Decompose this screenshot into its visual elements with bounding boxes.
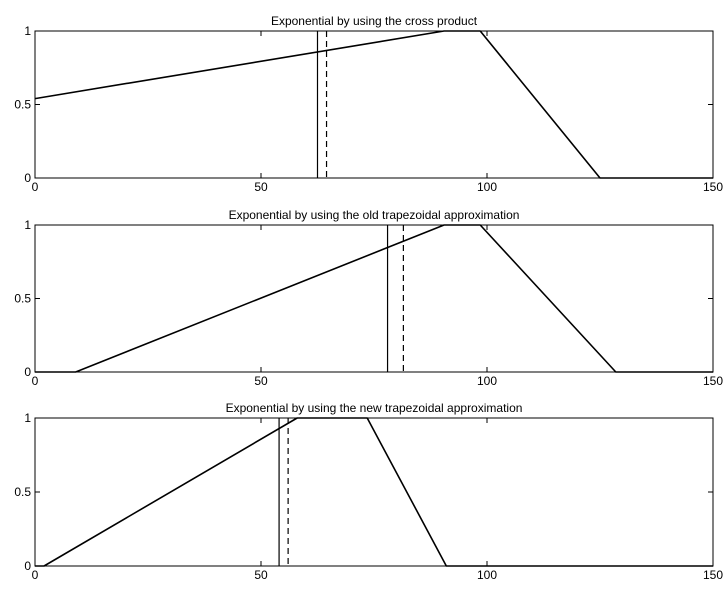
series-line	[35, 31, 713, 178]
x-tick-label: 0	[32, 180, 39, 194]
x-tick-label: 150	[703, 180, 723, 194]
chart-panel-3: Exponential by using the new trapezoidal…	[14, 401, 723, 582]
y-tick-label: 0.5	[14, 485, 31, 499]
x-tick-label: 150	[703, 568, 723, 582]
x-tick-label: 0	[32, 568, 39, 582]
y-tick-label: 0.5	[14, 292, 31, 306]
x-tick-label: 50	[254, 568, 268, 582]
y-tick-label: 0	[24, 171, 31, 185]
chart-title: Exponential by using the cross product	[271, 14, 478, 28]
x-tick-label: 100	[477, 180, 497, 194]
y-tick-label: 0.5	[14, 98, 31, 112]
x-tick-label: 0	[32, 374, 39, 388]
series-line	[35, 418, 713, 566]
y-tick-label: 1	[24, 218, 31, 232]
series-line	[35, 225, 713, 372]
chart-title: Exponential by using the new trapezoidal…	[226, 401, 523, 415]
x-tick-label: 100	[477, 374, 497, 388]
axes-frame	[35, 225, 713, 372]
y-tick-label: 0	[24, 365, 31, 379]
x-tick-label: 50	[254, 180, 268, 194]
chart-panel-1: Exponential by using the cross product 0 5…	[14, 14, 723, 194]
axes-frame	[35, 418, 713, 566]
y-tick-label: 1	[24, 411, 31, 425]
x-tick-label: 50	[254, 374, 268, 388]
x-tick-label: 150	[703, 374, 723, 388]
chart-panel-2: Exponential by using the old trapezoidal…	[14, 208, 723, 388]
x-tick-label: 100	[477, 568, 497, 582]
y-tick-label: 1	[24, 24, 31, 38]
axes-frame	[35, 31, 713, 178]
y-tick-label: 0	[24, 559, 31, 573]
chart-title: Exponential by using the old trapezoidal…	[229, 208, 520, 222]
